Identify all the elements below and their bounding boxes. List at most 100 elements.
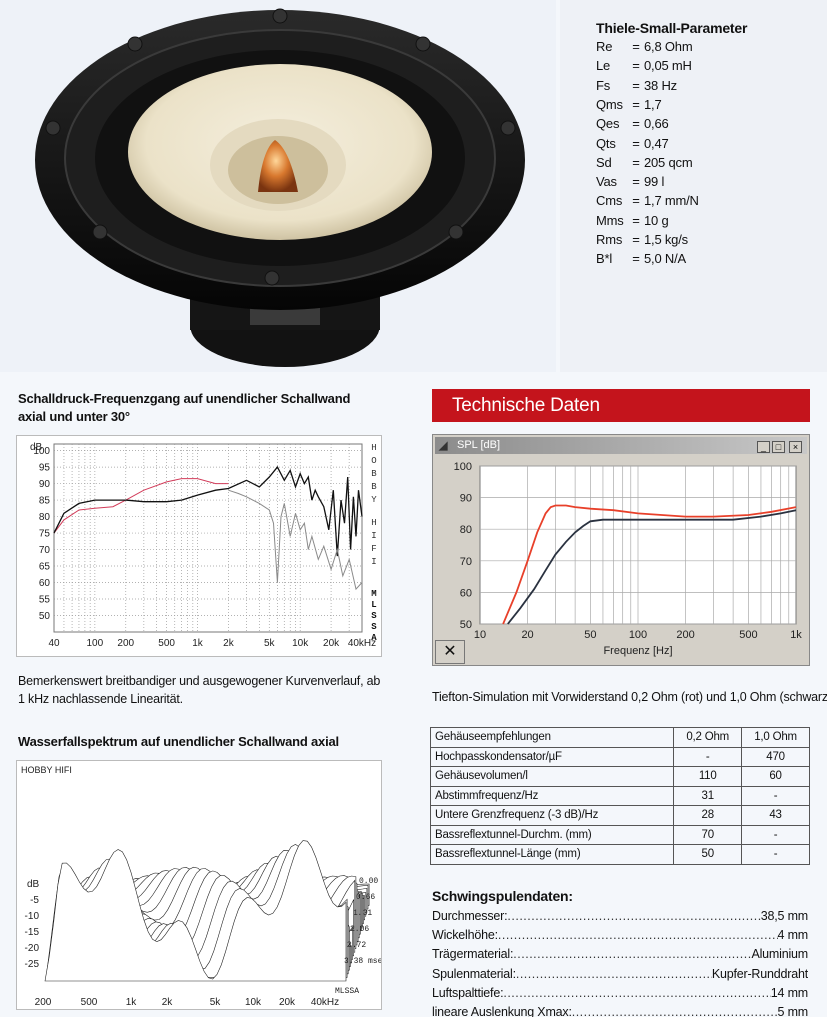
voice-coil-row: lineare Auslenkung Xmax: 5 mm: [432, 1003, 808, 1017]
ts-equals: =: [632, 39, 640, 54]
ts-param-key: Sd: [596, 154, 612, 170]
table-row: Bassreflextunnel-Länge (mm) 50-: [429, 844, 810, 865]
sim-y-tick-label: 90: [460, 493, 472, 505]
ts-param-row: Qts = 0,47: [596, 135, 669, 153]
table-cell: -: [741, 844, 810, 865]
ts-param-value: 205 qcm: [644, 154, 693, 170]
waterfall-x-tick: 20k: [279, 997, 296, 1008]
ts-equals: =: [632, 174, 640, 190]
spl-mlssa-char: S: [371, 611, 377, 621]
spl-side-label-char: I: [371, 557, 376, 567]
leader-dots: [507, 907, 760, 926]
simulation-chart: 50 60 70 80 90 100 10 20 50 100 200 500 1k Frequenz […: [435, 456, 807, 664]
spl-y-tick-label: 65: [39, 562, 51, 573]
voice-coil-row: Spulenmaterial: Kupfer-Runddraht: [432, 965, 808, 984]
ts-param-row: Le = 0,05 mH: [596, 57, 692, 75]
spl-y-tick-label: 95: [39, 463, 51, 474]
ts-param-value: 0,47: [644, 135, 669, 151]
window-title: SPL [dB]: [457, 439, 501, 451]
ts-param-key: Le: [596, 58, 611, 74]
waterfall-mlssa-label: MLSSA: [335, 987, 359, 996]
voice-coil-row: Trägermaterial: Aluminium: [432, 945, 808, 964]
spl-x-tick-label: 100: [87, 638, 104, 649]
voice-coil-key: Spulenmaterial:: [432, 966, 516, 981]
waterfall-time-label: 0.00: [359, 877, 378, 886]
voice-coil-value: 4 mm: [777, 928, 808, 943]
spl-y-tick-label: 80: [39, 512, 51, 523]
ts-param-value: 1,7 mm/N: [644, 193, 699, 209]
spl-frequency-chart: 50 55 60 65 70 75 80 85 90 95 100 dB 40 100 200 500 1k 2k…: [16, 435, 382, 657]
spl-x-tick-label: 200: [117, 638, 134, 649]
spl-y-unit: dB: [30, 442, 43, 453]
simulation-window: ◢ SPL [dB] _ □ × 50 60 70 80 90 100 10 20 50 100 2…: [432, 434, 810, 666]
maximize-icon[interactable]: □: [772, 441, 785, 453]
ts-param-row: Sd = 205 qcm: [596, 154, 693, 172]
table-cell: 0,2 Ohm: [673, 727, 743, 748]
ts-param-value: 99 l: [644, 174, 665, 190]
ts-equals: =: [632, 251, 640, 267]
waterfall-title: Wasserfallspektrum auf unendlicher Schal…: [18, 734, 339, 749]
waterfall-time-label: 2.72: [347, 941, 366, 950]
voice-coil-value: 14 mm: [770, 985, 808, 1000]
spl-series-line: [53, 465, 363, 557]
ts-param-key: Rms: [596, 232, 623, 247]
table-cell: 70: [673, 824, 743, 845]
waterfall-x-tick: 200: [35, 997, 52, 1008]
waterfall-time-label: 0.66: [356, 893, 375, 902]
spl-mlssa-char: M: [371, 589, 376, 599]
spl-x-tick-label: 40kHz: [348, 638, 376, 649]
voice-coil-value: Aluminium: [751, 947, 808, 962]
ts-param-value: 6,8 Ohm: [644, 39, 693, 54]
spl-side-label-char: I: [371, 531, 376, 541]
table-cell: Gehäusevolumen/l: [429, 766, 675, 787]
waterfall-y-tick: -25: [25, 959, 40, 970]
waterfall-x-tick: 2k: [162, 997, 174, 1008]
ts-equals: =: [632, 96, 640, 112]
table-cell: 60: [741, 766, 810, 787]
ts-param-value: 38 Hz: [644, 77, 677, 93]
spl-mlssa-char: S: [371, 622, 377, 632]
voice-coil-row: Durchmesser: 38,5 mm: [432, 907, 808, 926]
waterfall-x-tick: 1k: [126, 997, 138, 1008]
ts-param-row: Mms = 10 g: [596, 212, 669, 230]
ts-equals: =: [632, 135, 640, 151]
waterfall-svg: HOBBY HIFI dB -5 -10 -15 -20 -25 0.00 0.66 1.31 2.…: [21, 765, 387, 1008]
table-row: Abstimmfrequenz/Hz 31-: [429, 785, 810, 806]
spl-chart-title: Schalldruck-Frequenzgang auf unendlicher…: [18, 391, 351, 424]
spl-plot-area: [53, 443, 363, 633]
spl-side-label-char: B: [371, 469, 377, 479]
table-cell: 43: [741, 805, 810, 826]
waterfall-slice: [44, 840, 347, 982]
ts-equals: =: [632, 212, 640, 228]
ts-param-row: Fs = 38 Hz: [596, 77, 677, 95]
table-row: Bassreflextunnel-Durchm. (mm) 70-: [429, 824, 810, 845]
waterfall-y-tick: -15: [25, 927, 40, 938]
spl-x-tick-label: 5k: [264, 638, 276, 649]
table-cell: 1,0 Ohm: [741, 727, 810, 748]
voice-coil-title: Schwingspulendaten:: [432, 888, 573, 904]
ts-param-value: 1,7: [644, 96, 662, 112]
close-icon[interactable]: ×: [789, 441, 802, 453]
sim-y-tick-label: 60: [460, 587, 472, 599]
voice-coil-value: 5 mm: [777, 1005, 808, 1017]
leader-dots: [516, 965, 712, 984]
speaker-photo: [0, 0, 556, 372]
waterfall-time-label: 3.38 msec: [344, 957, 381, 966]
waterfall-x-tick: 40kHz: [311, 997, 339, 1008]
leader-dots: [498, 926, 778, 945]
minimize-icon[interactable]: _: [757, 441, 770, 453]
table-cell: Bassreflextunnel-Durchm. (mm): [429, 824, 675, 845]
ts-param-key: Re: [596, 39, 613, 54]
spl-y-tick-label: 75: [39, 529, 51, 540]
table-cell: Untere Grenzfrequenz (-3 dB)/Hz: [429, 805, 675, 826]
waterfall-corner-label: HOBBY HIFI: [21, 765, 72, 775]
voice-coil-key: lineare Auslenkung Xmax:: [432, 1005, 572, 1017]
app-logo-icon: ◢: [439, 440, 448, 452]
sim-y-tick-label: 100: [454, 461, 472, 473]
window-titlebar[interactable]: ◢ SPL [dB] _ □ ×: [435, 437, 807, 454]
ts-param-key: Qts: [596, 135, 616, 151]
close-chart-button[interactable]: ✕: [435, 640, 465, 664]
technische-daten-banner: Technische Daten: [432, 389, 810, 422]
enclosure-table: Gehäuseempfehlungen 0,2 Ohm 1,0 Ohm Hochpas…: [429, 727, 810, 865]
